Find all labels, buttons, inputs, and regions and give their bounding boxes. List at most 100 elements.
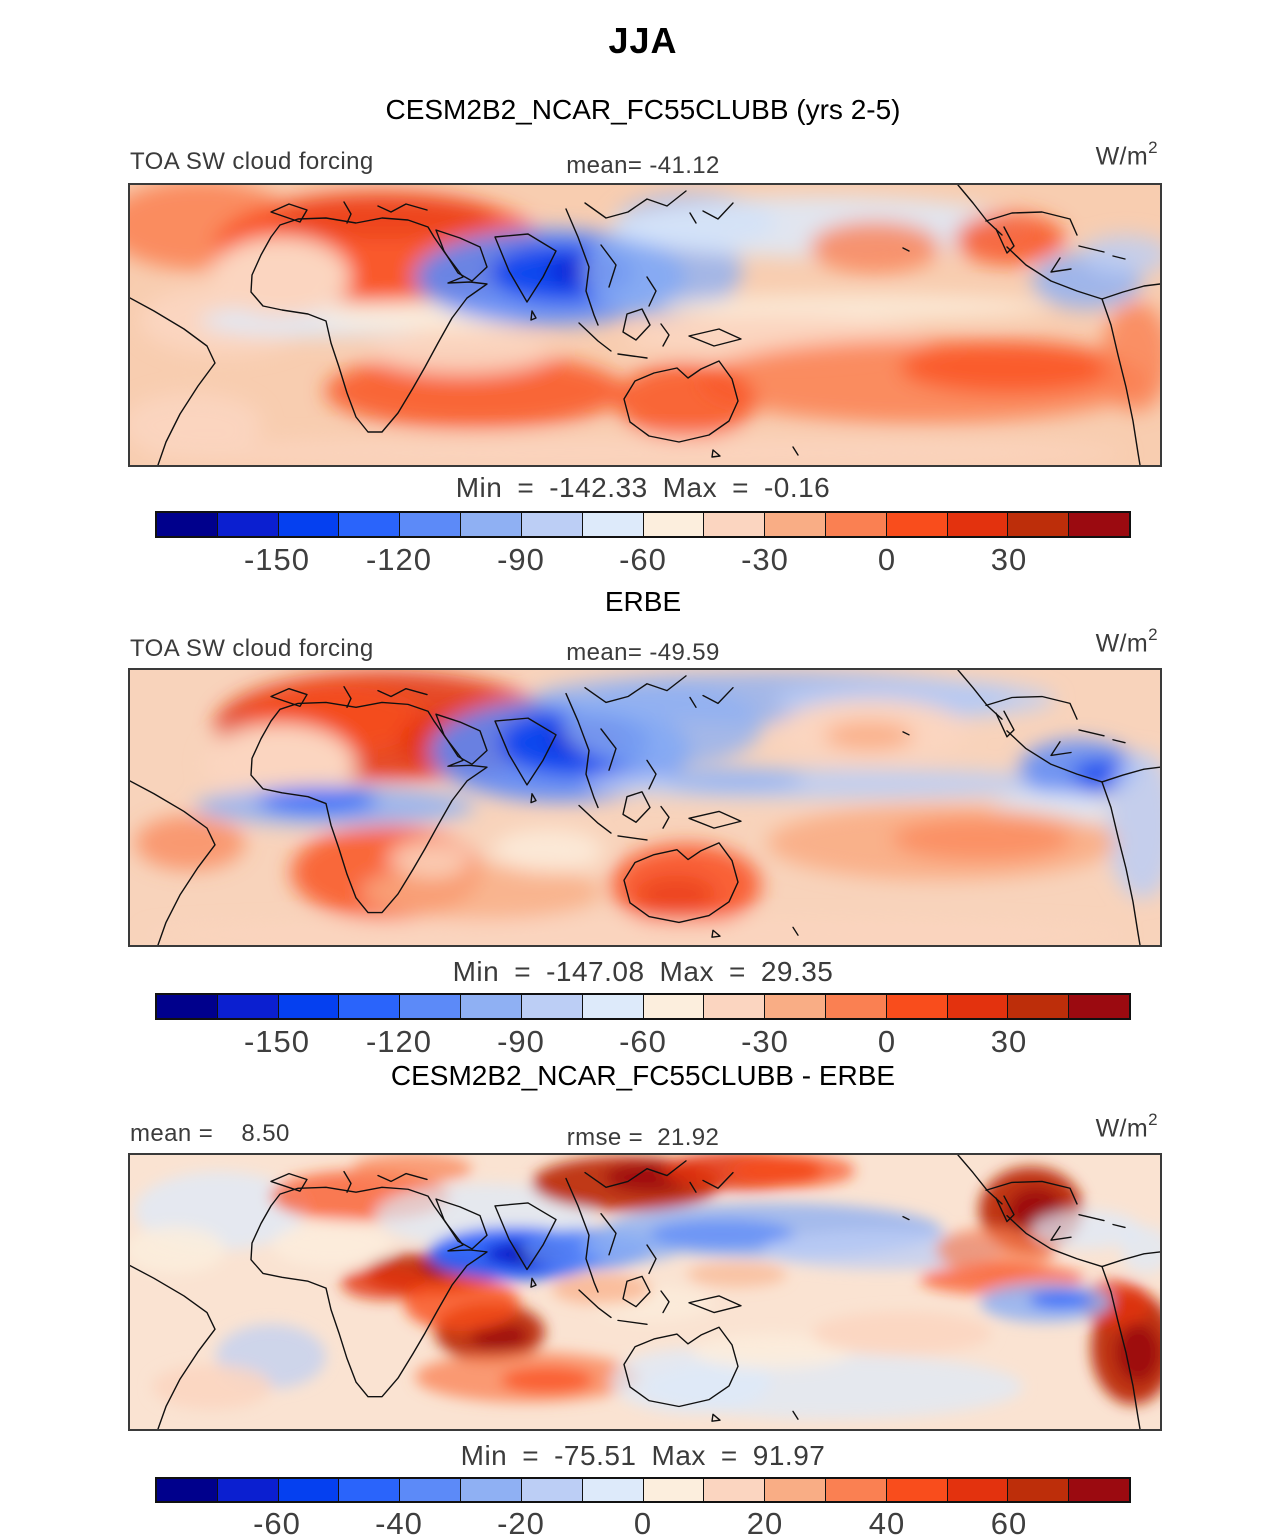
field-label: TOA SW cloud forcing (130, 148, 374, 175)
colorbar-segment (704, 995, 766, 1018)
colorbar-tick-label: -20 (497, 1506, 545, 1539)
max-value: -0.16 (763, 472, 831, 503)
units-label: W/m2 (1095, 1110, 1158, 1143)
colorbar-tick-label: -120 (365, 1024, 433, 1059)
colorbar-segment (947, 1479, 1009, 1501)
colorbar-segment (1008, 995, 1070, 1018)
colorbar-segment (1008, 1479, 1070, 1501)
field-label: TOA SW cloud forcing (130, 635, 374, 662)
colorbar-segment (825, 995, 887, 1018)
panel2-title: ERBE (604, 586, 682, 617)
colorbar-tick-label: 0 (877, 542, 897, 577)
colorbar-ticks: -60 -40 -20 0 20 40 60 (155, 1506, 1131, 1539)
map-panel-difference (128, 1153, 1162, 1431)
colorbar-tick-label: -90 (497, 542, 545, 577)
contour-field (130, 1155, 1160, 1420)
colorbar-segment (1069, 1479, 1129, 1501)
colorbar-segment (886, 995, 948, 1018)
colorbar-segment (400, 995, 462, 1018)
colorbar-tick-label: -60 (619, 542, 667, 577)
colorbar-segment (461, 995, 522, 1018)
colorbar-tick-label: 60 (990, 1506, 1028, 1539)
colorbar-tick-label: -60 (619, 1024, 667, 1059)
max-label: Max (651, 1440, 706, 1471)
colorbar-tick-label: 40 (868, 1506, 906, 1539)
max-label: Max (659, 956, 714, 987)
colorbar-tick-label: 0 (877, 1024, 897, 1059)
colorbar-segment (886, 513, 948, 536)
colorbar-tick-label: 30 (990, 542, 1028, 577)
rmse-value: rmse = 21.92 (566, 1124, 720, 1151)
colorbar-segment (643, 1479, 705, 1501)
units-label: W/m2 (1095, 138, 1158, 171)
colorbar-segment (765, 513, 826, 536)
panel2-header: TOA SW cloud forcing mean= -49.59 W/m2 (128, 625, 1158, 667)
colorbar-segment (765, 1479, 826, 1501)
min-label: Min (452, 956, 500, 987)
map-panel-model (128, 183, 1162, 467)
colorbar-ticks: -150 -120 -90 -60 -30 0 30 (155, 542, 1131, 578)
colorbar-tick-label: -40 (375, 1506, 423, 1539)
min-label: Min (460, 1440, 508, 1471)
units-label: W/m2 (1095, 625, 1158, 658)
colorbar-tick-label: 30 (990, 1024, 1028, 1059)
colorbar-segment (278, 513, 340, 536)
min-value: -142.33 (549, 472, 648, 503)
colorbar (155, 1477, 1131, 1503)
max-value: 91.97 (752, 1440, 826, 1471)
colorbar-segment (339, 1479, 401, 1501)
colorbar-segment (947, 513, 1009, 536)
colorbar-segment (825, 1479, 887, 1501)
colorbar-tick-label: -150 (243, 1024, 311, 1059)
colorbar-segment (157, 1479, 218, 1501)
colorbar-segment (217, 1479, 279, 1501)
colorbar-segment (704, 513, 766, 536)
colorbar-segment (461, 1479, 522, 1501)
colorbar-segment (825, 513, 887, 536)
panel1-minmax: Min = -142.33 Max = -0.16 (455, 472, 831, 503)
colorbar-segment (400, 513, 462, 536)
mean-value: mean= -49.59 (566, 639, 720, 666)
colorbar-segment (1069, 995, 1129, 1018)
colorbar-tick-label: 0 (633, 1506, 653, 1539)
colorbar-segment (400, 1479, 462, 1501)
map-panel-obs (128, 668, 1162, 947)
panel3-minmax: Min = -75.51 Max = 91.97 (460, 1440, 826, 1471)
colorbar-segment (339, 995, 401, 1018)
colorbar-segment (643, 513, 705, 536)
colorbar-segment (461, 513, 522, 536)
colorbar-ticks: -150 -120 -90 -60 -30 0 30 (155, 1024, 1131, 1060)
colorbar-tick-label: -90 (497, 1024, 545, 1059)
colorbar-segment (582, 1479, 644, 1501)
colorbar (155, 993, 1131, 1020)
colorbar-segment (521, 1479, 583, 1501)
colorbar-segment (704, 1479, 766, 1501)
colorbar-segment (643, 995, 705, 1018)
colorbar-tick-label: -60 (253, 1506, 301, 1539)
panel1-title: CESM2B2_NCAR_FC55CLUBB (yrs 2-5) (385, 94, 901, 125)
max-label: Max (662, 472, 718, 503)
colorbar-segment (521, 513, 583, 536)
colorbar-segment (947, 995, 1009, 1018)
colorbar-segment (217, 513, 279, 536)
colorbar-segment (217, 995, 279, 1018)
colorbar-segment (157, 513, 218, 536)
panel3-header: mean = 8.50 rmse = 21.92 W/m2 (128, 1110, 1158, 1152)
contour-field (135, 670, 1160, 945)
colorbar-tick-label: -30 (741, 542, 789, 577)
panel2-minmax: Min = -147.08 Max = 29.35 (452, 956, 834, 987)
colorbar-segment (582, 513, 644, 536)
colorbar-segment (886, 1479, 948, 1501)
colorbar-segment (1069, 513, 1129, 536)
colorbar-segment (339, 513, 401, 536)
panel3-title: CESM2B2_NCAR_FC55CLUBB - ERBE (390, 1060, 896, 1091)
colorbar-segment (765, 995, 826, 1018)
colorbar-segment (582, 995, 644, 1018)
colorbar-segment (1008, 513, 1070, 536)
colorbar-tick-label: -120 (365, 542, 433, 577)
mean-value: mean= -41.12 (566, 152, 720, 179)
colorbar-tick-label: 20 (746, 1506, 784, 1539)
season-title: JJA (608, 20, 678, 61)
min-value: -75.51 (554, 1440, 637, 1471)
